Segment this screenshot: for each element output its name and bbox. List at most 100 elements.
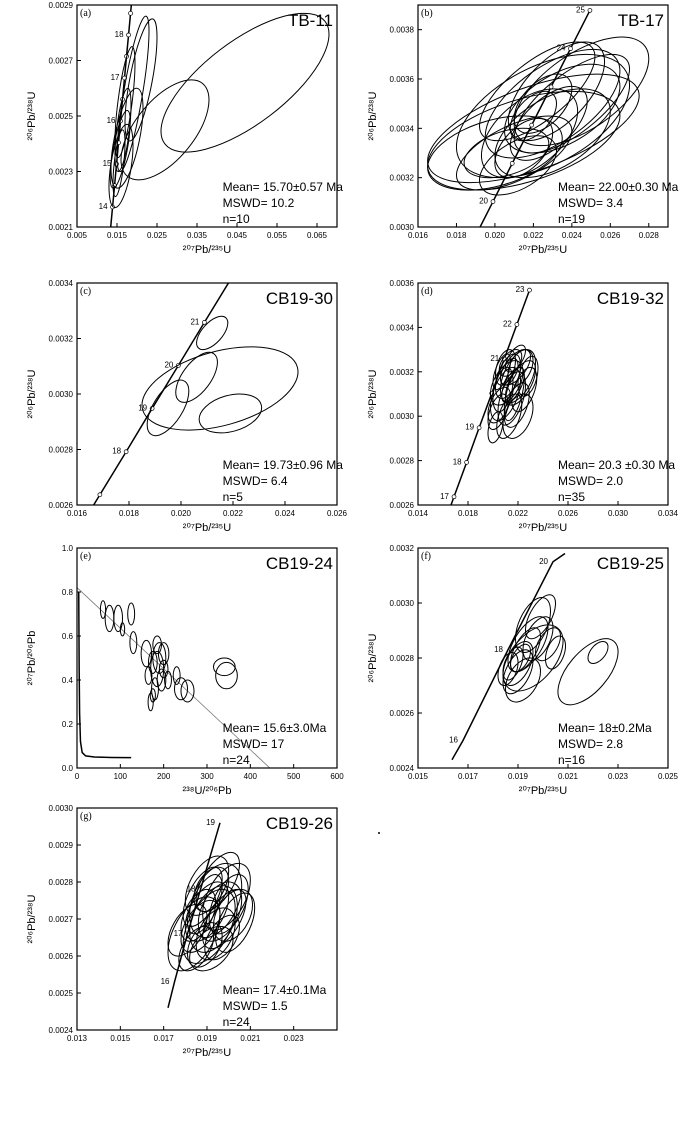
x-tick-label: 0.020: [171, 509, 192, 518]
error-ellipse: [178, 925, 214, 972]
error-ellipse: [513, 53, 631, 154]
concordia-age-label: 20: [164, 360, 173, 369]
y-tick-label: 0.0026: [390, 709, 415, 718]
error-ellipse: [113, 604, 124, 633]
concordia-age-label: 16: [449, 736, 458, 745]
x-tick-label: 0.016: [67, 509, 88, 518]
error-ellipse: [175, 351, 218, 403]
panel-letter: (b): [421, 8, 433, 19]
panel: 0.014 0.018 0.022 0.026 0.030 0.034 0.0026 0.00…: [367, 279, 679, 534]
x-tick-label: 500: [287, 772, 301, 781]
error-ellipse: [510, 643, 532, 673]
concordia-curve: [450, 289, 531, 505]
x-tick-label: 0.026: [558, 509, 579, 518]
error-ellipse: [494, 88, 611, 179]
error-ellipse: [198, 393, 263, 434]
error-ellipse: [152, 642, 167, 674]
x-tick-label: 0.017: [154, 1034, 175, 1043]
stray-dot: [378, 832, 380, 834]
y-tick-label: 0.0023: [49, 168, 74, 177]
error-ellipse: [213, 888, 254, 942]
concordia-age-label: 20: [539, 557, 548, 566]
mean-age: Mean= 18±0.2Ma: [558, 721, 652, 735]
y-tick-label: 0.0034: [390, 124, 415, 133]
mswd: MSWD= 3.4: [558, 196, 623, 210]
y-tick-label: 0.0038: [390, 26, 415, 35]
plot-area: 14 15 16 17 18: [99, 5, 330, 227]
y-tick-label: 0.6: [62, 632, 74, 641]
x-tick-label: 400: [244, 772, 258, 781]
error-ellipse: [99, 600, 107, 619]
sample-name: TB-11: [288, 11, 333, 30]
y-axis-label: ²⁰⁶Pb/²³⁸U: [367, 91, 379, 140]
error-ellipse: [141, 346, 299, 431]
y-tick-label: 0.0025: [49, 989, 74, 998]
sample-name: CB19-25: [597, 554, 664, 573]
y-tick-label: 0.0028: [49, 878, 74, 887]
sample-name: CB19-24: [266, 554, 333, 573]
concordia-age-label: 17: [440, 492, 449, 501]
concordia-marker: [202, 320, 207, 325]
x-tick-label: 0.023: [284, 1034, 305, 1043]
y-tick-label: 0.0: [62, 764, 74, 773]
x-tick-label: 0.018: [119, 509, 140, 518]
error-ellipse: [127, 602, 136, 626]
concordia-age-label: 14: [99, 202, 108, 211]
x-axis-label: ²⁰⁷Pb/²³⁵U: [183, 1047, 231, 1059]
y-axis-label: ²⁰⁶Pb/²³⁸U: [26, 894, 38, 943]
y-tick-label: 0.0030: [390, 223, 415, 232]
error-ellipse: [502, 393, 534, 439]
y-tick-label: 0.0029: [49, 1, 74, 10]
n-count: n=35: [558, 490, 585, 504]
concordia-marker: [97, 492, 103, 498]
x-tick-label: 0.015: [408, 772, 429, 781]
error-ellipse: [167, 903, 208, 957]
x-tick-label: 0.025: [147, 231, 168, 240]
sample-name: TB-17: [618, 11, 664, 30]
concordia-age-label: 16: [161, 977, 170, 986]
concordia-curve: [167, 822, 221, 1008]
x-axis-label: ²⁰⁷Pb/²³⁵U: [183, 244, 231, 256]
y-tick-label: 0.0032: [390, 544, 415, 553]
mswd: MSWD= 1.5: [223, 999, 288, 1013]
y-tick-label: 0.0028: [390, 457, 415, 466]
error-ellipse: [427, 90, 621, 191]
concordia-age-label: 22: [503, 320, 512, 329]
y-tick-label: 0.0034: [49, 279, 74, 288]
x-axis-label: ²⁰⁷Pb/²³⁵U: [519, 522, 567, 534]
x-tick-label: 0.055: [267, 231, 288, 240]
concordia-marker: [476, 425, 482, 431]
error-ellipse: [522, 616, 554, 662]
x-axis-label: ²⁰⁷Pb/²³⁵U: [183, 522, 231, 534]
error-ellipse: [144, 666, 153, 685]
panel-letter: (a): [80, 8, 91, 19]
error-ellipse: [180, 888, 217, 942]
y-axis-label: ²⁰⁷Pb/²⁰⁶Pb: [26, 631, 38, 686]
error-ellipse: [535, 627, 562, 662]
y-tick-label: 0.8: [62, 588, 74, 597]
x-tick-label: 0.021: [240, 1034, 261, 1043]
error-ellipse: [180, 679, 195, 703]
panel-letter: (g): [80, 811, 92, 822]
panel: 0.016 0.018 0.020 0.022 0.024 0.026 0.028 0.003…: [367, 4, 679, 256]
concordia-age-label: 18: [494, 645, 503, 654]
y-axis-label: ²⁰⁶Pb/²³⁸U: [26, 91, 38, 140]
x-tick-label: 0.024: [275, 509, 296, 518]
x-tick-label: 0.026: [327, 509, 348, 518]
error-ellipse: [202, 862, 251, 931]
y-tick-label: 0.2: [62, 720, 74, 729]
y-tick-label: 0.0024: [390, 764, 415, 773]
plot-area: 18 19 20 21: [92, 283, 299, 505]
error-ellipse: [110, 87, 144, 189]
error-ellipse: [514, 596, 551, 653]
concordia-marker: [527, 287, 532, 293]
y-tick-label: 0.0030: [49, 390, 74, 399]
y-tick-label: 0.0021: [49, 223, 74, 232]
concordia-age-label: 19: [465, 423, 474, 432]
panel: 0 100 200 300 400 500 600 0.0 0.2 0.4 0.6 0.8 1.0 ²³⁸…: [26, 544, 344, 797]
y-tick-label: 0.0030: [49, 804, 74, 813]
panel-letter: (c): [80, 286, 91, 297]
x-tick-label: 0.019: [197, 1034, 218, 1043]
x-tick-label: 0.028: [639, 231, 660, 240]
concordia-marker: [509, 161, 515, 166]
